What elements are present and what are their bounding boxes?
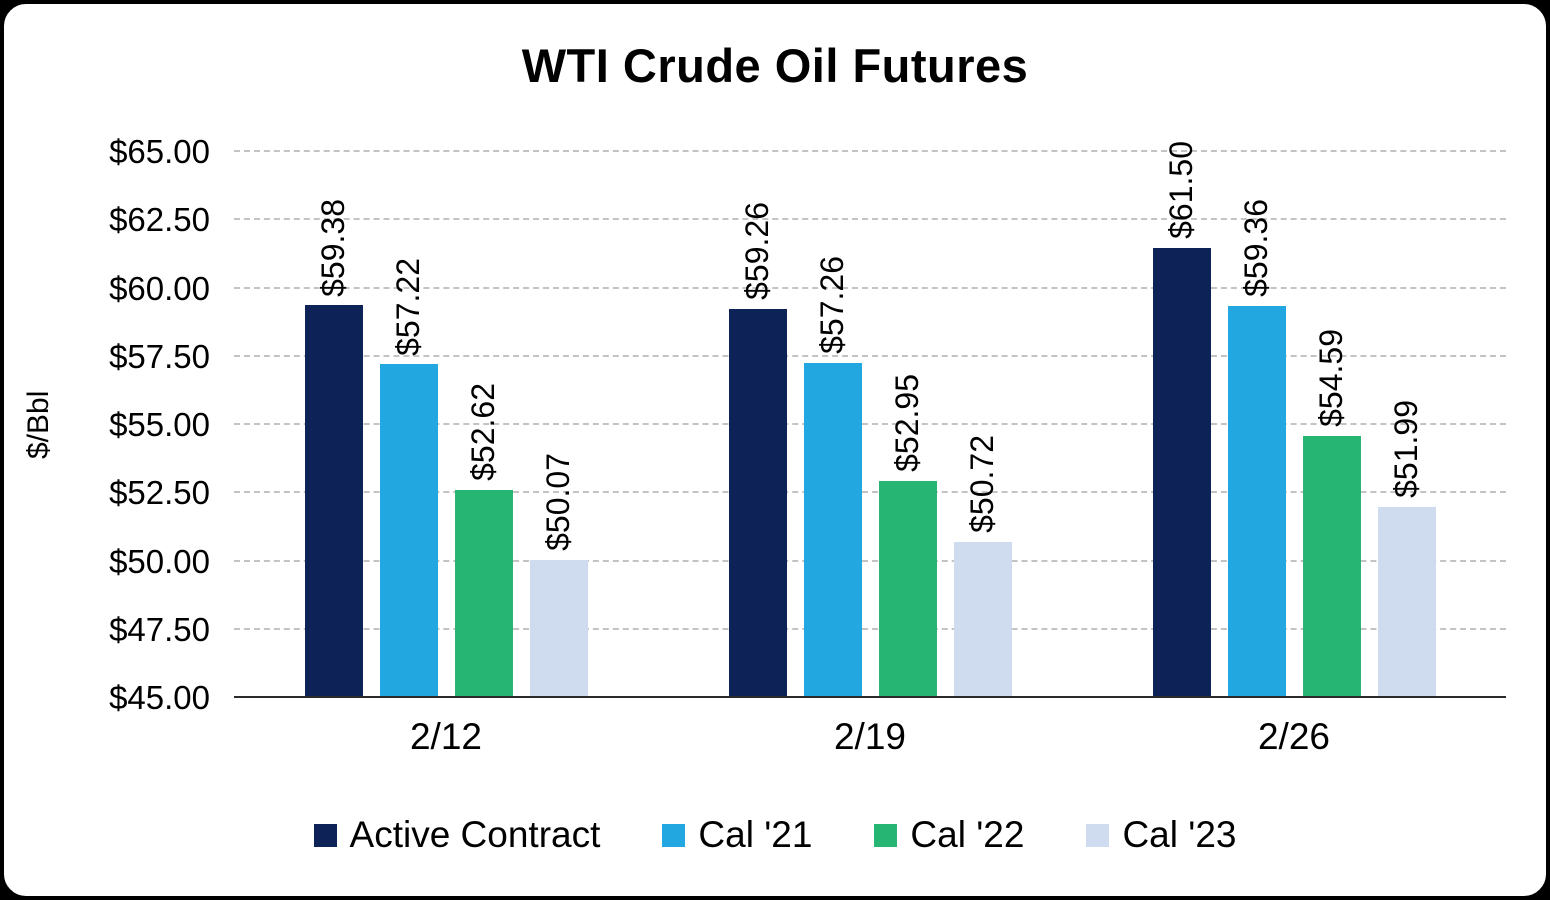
bar-group: $61.50 $59.36 $54.59 $51.99 <box>1152 141 1436 698</box>
bar-value-label: $61.50 <box>1163 140 1199 239</box>
bar-slot: $50.07 <box>529 152 588 698</box>
bar <box>379 364 438 698</box>
gridline <box>234 218 1506 221</box>
gridline <box>234 423 1506 425</box>
y-tick-label: $55.00 <box>109 406 210 443</box>
bar <box>1302 436 1361 698</box>
bar-group: $59.38 $57.22 $52.62 $50.07 <box>304 152 588 698</box>
x-category-label: 2/26 <box>1257 716 1330 757</box>
y-tick-label: $52.50 <box>109 474 210 512</box>
bar <box>304 305 363 698</box>
bar-value-label: $57.22 <box>390 257 426 356</box>
bar-slot: $52.62 <box>454 152 513 698</box>
bar-group-cell: $59.26 $57.26 $52.95 $50.72 <box>658 152 1082 698</box>
bar-slot: $59.36 <box>1227 152 1286 698</box>
bar-slot: $51.99 <box>1377 152 1436 698</box>
legend-label: Cal '22 <box>910 814 1025 855</box>
gridline <box>234 559 1506 562</box>
gridline <box>234 286 1506 289</box>
y-tick-label: $62.50 <box>109 201 210 239</box>
x-category-label: 2/12 <box>409 716 482 757</box>
bar <box>529 559 588 698</box>
gridline <box>234 150 1506 152</box>
gridline <box>234 354 1506 357</box>
y-tick-label: $45.00 <box>109 679 210 716</box>
bar-group: $59.26 $57.26 $52.95 $50.72 <box>728 152 1012 698</box>
bar <box>878 480 937 698</box>
legend-label: Cal '21 <box>698 814 813 855</box>
bar-slot: $59.26 <box>728 152 787 698</box>
bar-value-label: $59.38 <box>315 198 351 297</box>
legend-item: Cal '23 <box>1086 814 1236 856</box>
bar-value-label: $57.26 <box>814 256 850 355</box>
legend-marker <box>874 823 898 847</box>
bar-value-label: $52.62 <box>465 383 501 481</box>
bar-slot: $52.95 <box>878 152 937 698</box>
x-category-label: 2/19 <box>833 716 906 757</box>
bar-value-label: $52.95 <box>889 374 925 472</box>
bar-group-cell: $61.50 $59.36 $54.59 $51.99 <box>1082 141 1506 698</box>
bar-value-label: $50.72 <box>964 434 1000 533</box>
plot-area: $59.38 $57.22 $52.62 $50.07 $59.26 $57.26 $52.… <box>234 141 1506 698</box>
bar <box>803 363 862 698</box>
legend-label: Cal '23 <box>1122 814 1237 855</box>
bar <box>1152 247 1211 698</box>
bar-slot: $57.26 <box>803 152 862 698</box>
legend-marker <box>313 823 337 847</box>
y-tick-label: $60.00 <box>109 269 210 307</box>
bar-value-label: $59.26 <box>739 201 775 300</box>
bar-value-label: $59.36 <box>1238 199 1274 297</box>
bar-groups: $59.38 $57.22 $52.62 $50.07 $59.26 $57.26 $52.… <box>234 141 1506 698</box>
legend-item: Cal '21 <box>662 814 812 856</box>
bar-group-cell: $59.38 $57.22 $52.62 $50.07 <box>234 152 658 698</box>
bar-slot: $57.22 <box>379 152 438 698</box>
y-tick-label: $65.00 <box>109 133 210 170</box>
legend-marker <box>662 823 686 847</box>
y-axis-ticks: $45.00 $47.50 $50.00 $52.50 $55.00 $57.50 $60.… <box>4 133 220 716</box>
x-axis-labels: 2/12 2/19 2/26 <box>234 716 1506 758</box>
gridline <box>234 491 1506 494</box>
bar <box>1377 507 1436 698</box>
legend-item: Cal '22 <box>874 814 1024 856</box>
bar-value-label: $50.07 <box>540 452 576 551</box>
bar-value-label: $51.99 <box>1388 400 1424 499</box>
bar-slot: $61.50 <box>1152 141 1211 698</box>
bar <box>728 308 787 698</box>
bar-slot: $50.72 <box>953 152 1012 698</box>
gridline <box>234 627 1506 630</box>
y-tick-label: $47.50 <box>109 610 210 648</box>
bar <box>953 541 1012 698</box>
bar <box>1227 305 1286 698</box>
bar-slot: $54.59 <box>1302 152 1361 698</box>
bar-value-label: $54.59 <box>1313 329 1349 428</box>
legend-marker <box>1086 823 1110 847</box>
x-axis-line <box>234 696 1506 698</box>
y-tick-label: $57.50 <box>109 337 210 375</box>
legend: Active Contract Cal '21 Cal '22 Cal '23 <box>4 814 1546 856</box>
legend-item: Active Contract <box>313 814 601 856</box>
legend-label: Active Contract <box>349 814 601 855</box>
y-tick-label: $50.00 <box>109 542 210 580</box>
bar-slot: $59.38 <box>304 152 363 698</box>
chart-title: WTI Crude Oil Futures <box>521 39 1029 92</box>
bar <box>454 489 513 698</box>
